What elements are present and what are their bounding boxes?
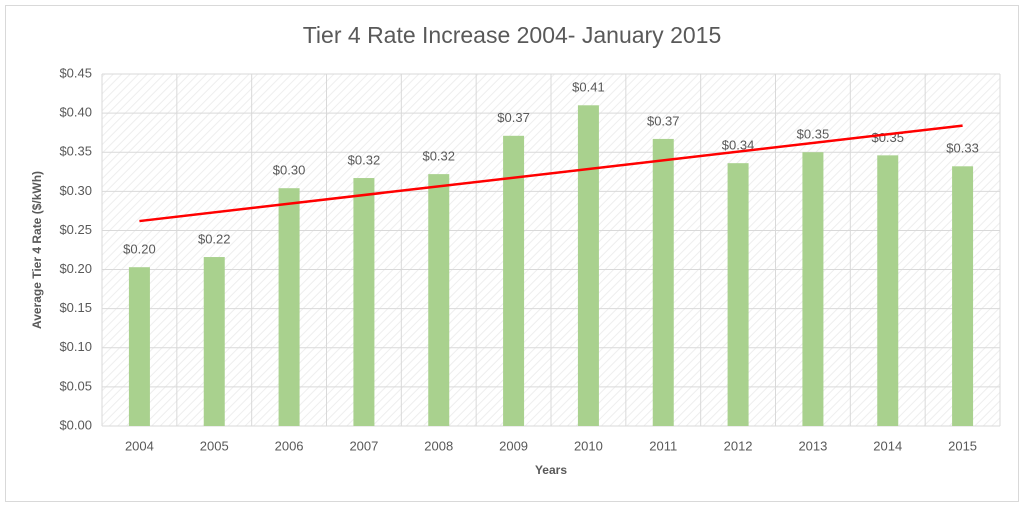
x-tick-label: 2011	[649, 438, 677, 453]
x-tick-label: 2007	[349, 438, 378, 453]
value-label: $0.20	[123, 242, 156, 257]
value-label: $0.41	[572, 80, 605, 95]
x-tick-label: 2006	[275, 438, 304, 453]
y-tick-label: $0.30	[59, 183, 92, 198]
y-tick-label: $0.20	[59, 261, 92, 276]
x-tick-label: 2013	[798, 438, 827, 453]
x-tick-label: 2009	[499, 438, 528, 453]
value-label: $0.37	[497, 110, 530, 125]
value-label: $0.37	[647, 113, 680, 128]
x-tick-label: 2005	[200, 438, 229, 453]
y-tick-label: $0.10	[59, 339, 92, 354]
x-tick-label: 2008	[424, 438, 453, 453]
bar	[952, 166, 974, 426]
trendline	[139, 124, 963, 223]
y-tick-label: $0.25	[59, 222, 92, 237]
bar	[503, 135, 525, 426]
bar	[727, 163, 749, 426]
y-axis-title: Average Tier 4 Rate ($/kWh)	[30, 171, 44, 329]
bar	[353, 178, 375, 426]
x-tick-label: 2015	[948, 438, 977, 453]
y-tick-label: $0.05	[59, 378, 92, 393]
y-tick-label: $0.15	[59, 300, 92, 315]
bar	[802, 152, 824, 426]
x-axis-title: Years	[535, 463, 567, 477]
bar	[428, 174, 450, 426]
bar	[278, 188, 300, 426]
bar	[652, 138, 674, 426]
y-tick-label: $0.45	[59, 65, 92, 80]
x-tick-label: 2004	[125, 438, 154, 453]
x-tick-label: 2014	[873, 438, 902, 453]
y-tick-label: $0.40	[59, 105, 92, 120]
bar	[577, 105, 599, 427]
x-tick-label: 2012	[724, 438, 753, 453]
x-tick-label: 2010	[574, 438, 603, 453]
value-label: $0.32	[348, 152, 381, 167]
value-label: $0.33	[946, 141, 979, 156]
value-label: $0.22	[198, 231, 231, 246]
y-tick-label: $0.00	[59, 417, 92, 432]
bar	[877, 155, 899, 426]
value-label: $0.35	[797, 127, 830, 142]
bar	[128, 267, 150, 426]
value-label: $0.30	[273, 163, 306, 178]
bar	[203, 257, 225, 426]
value-label: $0.34	[722, 138, 755, 153]
chart-title: Tier 4 Rate Increase 2004- January 2015	[303, 22, 722, 48]
value-label: $0.32	[422, 149, 455, 164]
y-tick-label: $0.35	[59, 144, 92, 159]
